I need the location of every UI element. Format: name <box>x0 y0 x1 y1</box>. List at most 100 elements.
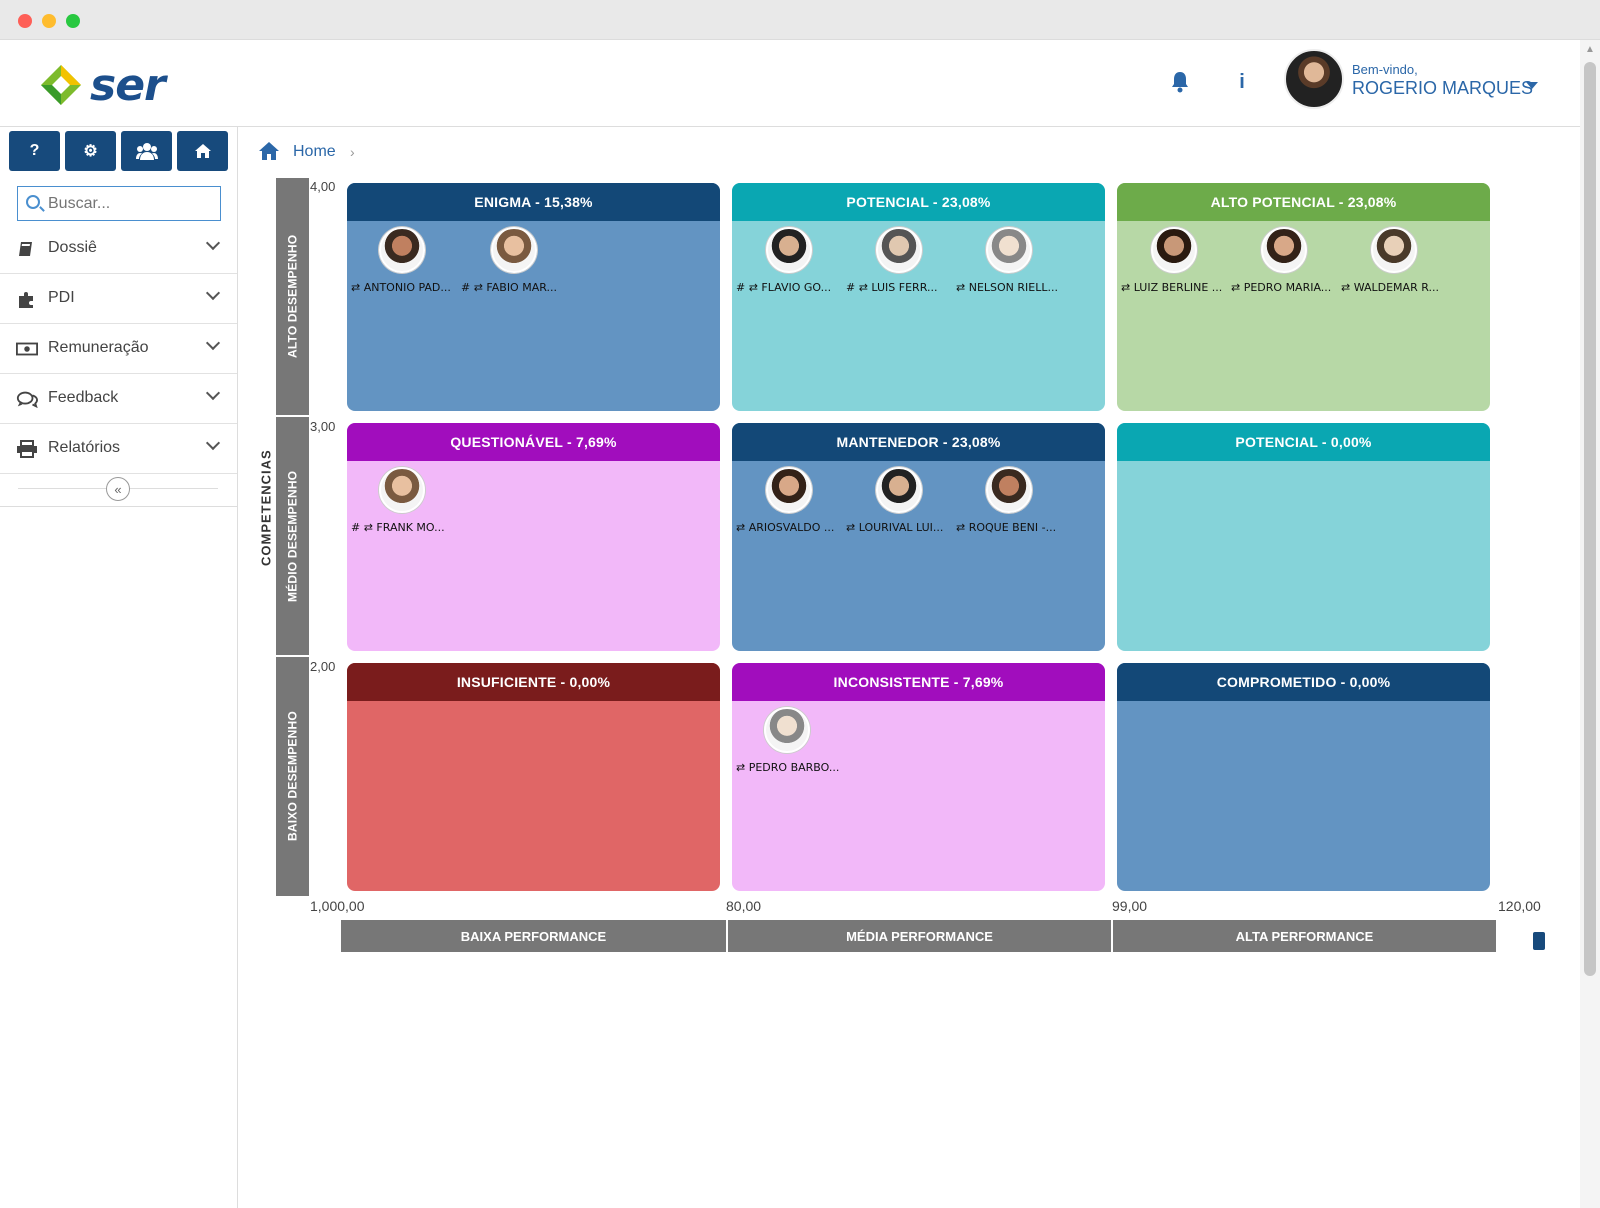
employee-name[interactable]: # ⇄ FLAVIO GO... <box>736 281 832 294</box>
employee-card[interactable]: ⇄ NELSON RIELL... <box>956 227 1066 297</box>
settings-button[interactable]: ⚙ <box>65 131 116 171</box>
x-band-medium: MÉDIA PERFORMANCE <box>726 920 1111 952</box>
breadcrumb-separator-icon: › <box>350 144 355 160</box>
y-tick-label: 3,00 <box>310 419 336 434</box>
maximize-window-button[interactable] <box>66 14 80 28</box>
info-glyph: i <box>1239 70 1245 93</box>
home-button[interactable] <box>177 131 228 171</box>
employee-name[interactable]: ⇄ LOURIVAL LUI... <box>846 521 944 534</box>
chat-icon <box>16 389 38 409</box>
x-band-high: ALTA PERFORMANCE <box>1111 920 1496 952</box>
employee-avatar[interactable] <box>766 227 812 273</box>
employee-name[interactable]: ⇄ ROQUE BENI -... <box>956 521 1057 534</box>
y-axis-label: COMPETENCIAS <box>258 449 274 567</box>
employee-name[interactable]: ⇄ LUIZ BERLINE ... <box>1121 281 1223 294</box>
matrix-cell-title: POTENCIAL - 0,00% <box>1117 423 1490 461</box>
matrix-cell[interactable]: QUESTIONÁVEL - 7,69% # ⇄ FRANK MO... <box>347 423 720 651</box>
users-button[interactable] <box>121 131 172 171</box>
employee-card[interactable]: ⇄ PEDRO BARBO... <box>736 707 846 777</box>
minimize-window-button[interactable] <box>42 14 56 28</box>
employee-avatar[interactable] <box>379 227 425 273</box>
username[interactable]: ROGERIO MARQUES <box>1352 78 1534 98</box>
matrix-cell[interactable]: INCONSISTENTE - 7,69% ⇄ PEDRO BARBO... <box>732 663 1105 891</box>
employee-name[interactable]: ⇄ NELSON RIELL... <box>956 281 1058 294</box>
employee-card[interactable]: # ⇄ FABIO MAR... <box>461 227 571 297</box>
employee-avatar[interactable] <box>1151 227 1197 273</box>
y-band-low: BAIXO DESEMPENHO <box>276 657 309 896</box>
employee-card[interactable]: ⇄ ARIOSVALDO ... <box>736 467 846 537</box>
matrix-cell[interactable]: ALTO POTENCIAL - 23,08% ⇄ LUIZ BERLINE ..… <box>1117 183 1490 411</box>
employee-name[interactable]: ⇄ WALDEMAR R... <box>1341 281 1439 294</box>
breadcrumb-home-link[interactable]: Home <box>293 143 336 160</box>
search-box[interactable] <box>17 186 221 221</box>
matrix-cell[interactable]: MANTENEDOR - 23,08% ⇄ ARIOSVALDO ... ⇄ LOU… <box>732 423 1105 651</box>
y-tick-label: 4,00 <box>310 179 336 194</box>
money-icon <box>16 339 38 359</box>
employee-card[interactable]: ⇄ ANTONIO PAD... <box>351 227 461 297</box>
user-avatar[interactable] <box>1284 49 1344 109</box>
help-button[interactable]: ? <box>9 131 60 171</box>
y-band-medium: MÉDIO DESEMPENHO <box>276 417 309 655</box>
employee-card[interactable]: # ⇄ FLAVIO GO... <box>736 227 846 297</box>
employee-avatar[interactable] <box>986 467 1032 513</box>
employee-avatar[interactable] <box>876 467 922 513</box>
employee-card[interactable]: ⇄ WALDEMAR R... <box>1341 227 1451 297</box>
scrollbar-thumb[interactable] <box>1584 62 1596 976</box>
scroll-up-arrow-icon[interactable]: ▲ <box>1585 44 1595 55</box>
employee-avatar[interactable] <box>876 227 922 273</box>
employee-avatar[interactable] <box>764 707 810 753</box>
close-window-button[interactable] <box>18 14 32 28</box>
employee-avatar[interactable] <box>766 467 812 513</box>
matrix-cell-title: ENIGMA - 15,38% <box>347 183 720 221</box>
menu-item-remuneracao[interactable]: Remuneração <box>0 324 237 374</box>
menu-item-dossie[interactable]: Dossiê <box>0 224 237 274</box>
employee-name[interactable]: # ⇄ LUIS FERR... <box>846 281 938 294</box>
info-icon[interactable]: i <box>1230 70 1254 94</box>
y-tick-label: 2,00 <box>310 659 336 674</box>
employee-card[interactable]: # ⇄ FRANK MO... <box>351 467 461 537</box>
question-icon: ? <box>29 142 40 159</box>
menu-item-relatorios[interactable]: Relatórios <box>0 424 237 474</box>
chart-corner-marker[interactable] <box>1533 932 1545 950</box>
sidebar: ? ⚙ Dossiê PDI Remuneração F <box>0 127 238 1208</box>
employee-avatar[interactable] <box>1371 227 1417 273</box>
employee-name[interactable]: ⇄ ARIOSVALDO ... <box>736 521 835 534</box>
matrix-cell[interactable]: COMPROMETIDO - 0,00% <box>1117 663 1490 891</box>
employee-avatar[interactable] <box>491 227 537 273</box>
breadcrumb-home-icon[interactable] <box>258 141 280 161</box>
matrix-cell-title: POTENCIAL - 23,08% <box>732 183 1105 221</box>
employee-name[interactable]: ⇄ PEDRO BARBO... <box>736 761 840 774</box>
print-icon <box>16 439 38 459</box>
employee-card[interactable]: ⇄ LUIZ BERLINE ... <box>1121 227 1231 297</box>
employee-avatar[interactable] <box>986 227 1032 273</box>
employee-card[interactable]: ⇄ PEDRO MARIA... <box>1231 227 1341 297</box>
y-band-high: ALTO DESEMPENHO <box>276 178 309 415</box>
matrix-cell[interactable]: POTENCIAL - 0,00% <box>1117 423 1490 651</box>
employee-name[interactable]: ⇄ ANTONIO PAD... <box>351 281 451 294</box>
employee-card[interactable]: ⇄ ROQUE BENI -... <box>956 467 1066 537</box>
search-input[interactable] <box>48 194 216 214</box>
employee-avatar[interactable] <box>379 467 425 513</box>
employee-name[interactable]: # ⇄ FABIO MAR... <box>461 281 557 294</box>
employee-name[interactable]: # ⇄ FRANK MO... <box>351 521 445 534</box>
menu-item-pdi[interactable]: PDI <box>0 274 237 324</box>
employee-name[interactable]: ⇄ PEDRO MARIA... <box>1231 281 1332 294</box>
user-menu-caret-icon[interactable] <box>1526 82 1538 89</box>
matrix-cell[interactable]: INSUFICIENTE - 0,00% <box>347 663 720 891</box>
bell-icon[interactable] <box>1168 70 1192 94</box>
matrix-cell[interactable]: POTENCIAL - 23,08% # ⇄ FLAVIO GO... # ⇄ LU… <box>732 183 1105 411</box>
collapse-sidebar-button[interactable]: « <box>106 477 130 501</box>
employee-avatar[interactable] <box>1261 227 1307 273</box>
logo-text: ser <box>90 60 166 111</box>
search-icon <box>26 195 40 209</box>
employee-card[interactable]: # ⇄ LUIS FERR... <box>846 227 956 297</box>
employee-card[interactable]: ⇄ LOURIVAL LUI... <box>846 467 956 537</box>
matrix-cell-title: INCONSISTENTE - 7,69% <box>732 663 1105 701</box>
menu-item-feedback[interactable]: Feedback <box>0 374 237 424</box>
chevron-down-icon <box>205 385 221 401</box>
ser-logo[interactable]: ser <box>36 58 176 112</box>
matrix-cell-title: ALTO POTENCIAL - 23,08% <box>1117 183 1490 221</box>
sidebar-divider <box>0 506 237 507</box>
matrix-cell[interactable]: ENIGMA - 15,38% ⇄ ANTONIO PAD... # ⇄ FABIO… <box>347 183 720 411</box>
